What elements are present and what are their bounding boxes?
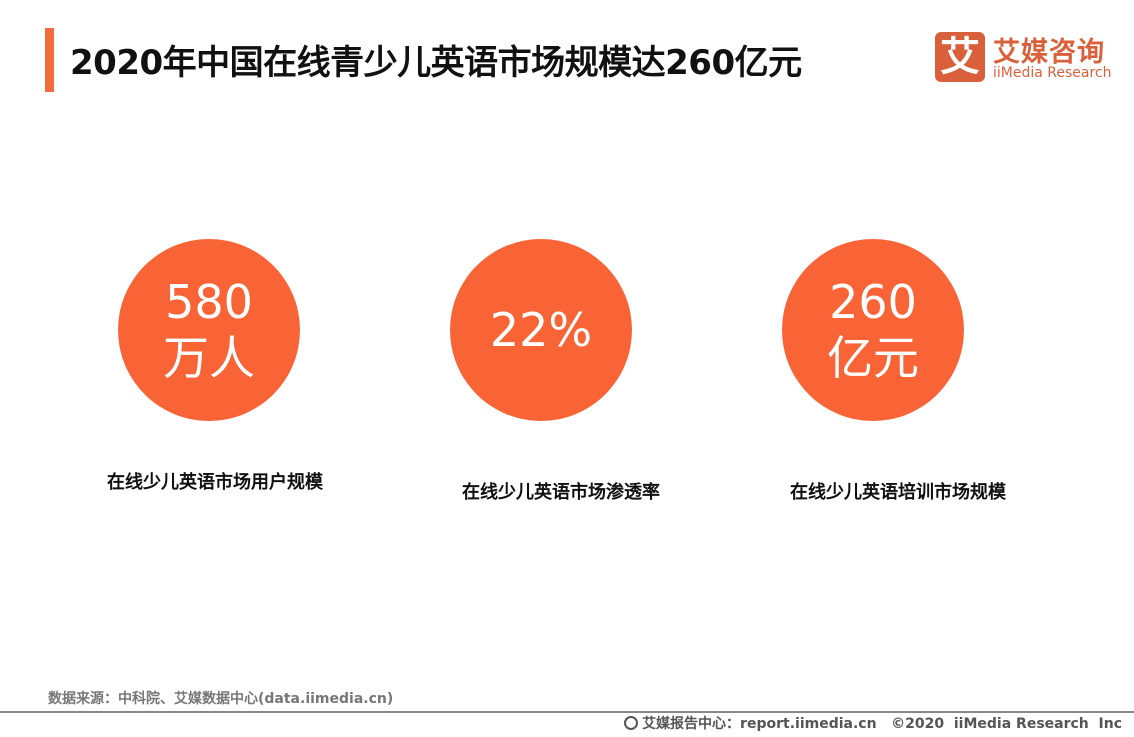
data-source: 数据来源：中科院、艾媒数据中心(data.iimedia.cn) bbox=[48, 691, 394, 707]
footer: 艾媒报告中心：report.iimedia.cn ©2020 iiMedia R… bbox=[624, 713, 1122, 733]
logo-name-en: iiMedia Research bbox=[993, 65, 1112, 81]
stat-circle-users: 580 万人 bbox=[118, 239, 300, 421]
stat-circle-market-size: 260 亿元 bbox=[782, 239, 964, 421]
stat-label-users: 在线少儿英语市场用户规模 bbox=[107, 472, 323, 493]
iimedia-logo: 艾 艾媒咨询 iiMedia Research bbox=[935, 32, 1115, 84]
stat-label-penetration: 在线少儿英语市场渗透率 bbox=[462, 482, 660, 503]
title-accent-bar bbox=[45, 28, 54, 92]
logo-name-cn: 艾媒咨询 bbox=[993, 37, 1105, 68]
stat-label-market-size: 在线少儿英语培训市场规模 bbox=[790, 482, 1006, 503]
globe-icon bbox=[624, 716, 639, 730]
logo-mark: 艾 bbox=[935, 32, 985, 82]
stat-unit: 亿元 bbox=[827, 331, 919, 385]
footer-text: 艾媒报告中心：report.iimedia.cn ©2020 iiMedia R… bbox=[642, 716, 1122, 732]
footer-divider bbox=[0, 711, 1134, 713]
stat-value: 580 bbox=[165, 275, 253, 329]
stat-value: 260 bbox=[829, 275, 917, 329]
page-title: 2020年中国在线青少儿英语市场规模达260亿元 bbox=[70, 43, 802, 83]
stat-circle-penetration: 22% bbox=[450, 239, 632, 421]
stat-unit: 万人 bbox=[163, 331, 255, 385]
stat-value: 22% bbox=[489, 303, 593, 357]
